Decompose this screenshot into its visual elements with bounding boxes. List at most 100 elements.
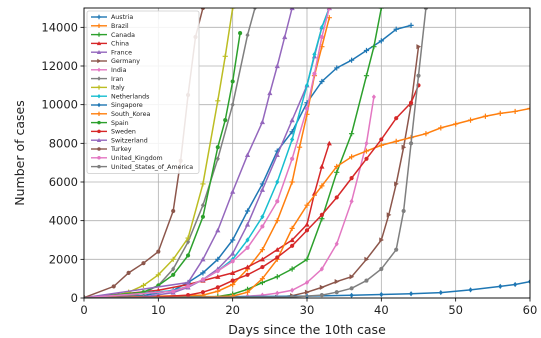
data-point [244,264,251,270]
legend-entry: France [91,49,132,56]
data-point [319,212,324,217]
legend-label: Netherlands [111,93,149,100]
data-point [245,32,250,38]
series-line [84,8,331,298]
data-point [267,90,273,96]
data-point [416,44,422,50]
data-point [215,285,220,290]
data-point [171,289,176,294]
legend-label: Brazil [111,23,129,30]
data-point [252,8,258,11]
data-point [304,221,310,227]
data-point [319,24,324,30]
legend-entry: Turkey [91,146,132,153]
legend-marker [96,138,102,142]
data-point [215,256,221,262]
data-point [364,140,369,146]
legend-marker [96,50,102,54]
data-point [275,199,280,204]
legend-marker [97,147,101,151]
legend-label: Germany [111,58,140,65]
legend-label: Sweden [111,129,136,136]
data-point [512,108,518,115]
data-point [200,202,206,208]
legend-entry: Canada [91,32,135,39]
data-point [312,71,317,76]
data-point [363,148,370,154]
legend-entry: Sweden [91,129,136,136]
data-point [349,131,355,137]
legend-marker [97,67,101,72]
data-point [467,117,474,123]
series-line [84,8,427,298]
data-point [200,290,206,295]
data-point [245,245,250,250]
legend-label: Italy [111,85,125,92]
data-point [200,181,206,187]
legend-marker [96,111,102,116]
data-point [513,281,518,288]
data-point [334,278,340,285]
data-point [379,266,384,272]
data-point [290,136,295,143]
x-tick-label: 50 [448,303,463,317]
data-point [290,156,295,161]
data-point [230,281,236,288]
data-point [200,270,206,276]
data-point [223,118,228,123]
data-point [304,106,310,111]
data-point [438,289,443,296]
y-tick-label: 6000 [49,175,78,189]
data-point [334,169,340,175]
legend-marker [96,85,102,90]
data-point [260,214,265,220]
data-point [304,289,310,295]
data-point [171,266,176,272]
data-point [274,63,280,69]
legend-label: Austria [111,14,133,21]
data-point [171,208,176,214]
data-point [185,279,191,285]
data-point [349,292,354,298]
data-point [423,131,429,137]
legend-entry: Austria [91,14,133,21]
data-point [312,51,317,57]
data-point [394,247,399,252]
data-point [401,144,407,150]
legend-marker [97,76,101,81]
legend-label: United_States_of_America [111,164,193,171]
legend-label: India [111,67,127,74]
data-point [274,274,280,280]
y-tick-label: 14000 [41,20,78,34]
legend-label: Switzerland [111,137,148,144]
data-point [319,78,325,85]
data-point [319,284,325,290]
data-point [289,266,295,272]
data-point [171,272,176,277]
data-point [304,279,310,286]
data-point [275,255,280,260]
series-line [84,33,241,298]
data-point [401,208,406,214]
data-point [296,144,303,150]
data-point [260,224,265,229]
legend-marker [97,94,101,99]
x-tick-label: 20 [225,303,240,317]
data-point [371,94,376,100]
legend-label: Spain [111,120,129,127]
data-point [230,250,236,256]
data-point [244,152,251,158]
legend-entry: Iran [91,76,123,83]
data-point [408,291,414,297]
data-point [230,8,236,11]
data-point [319,266,324,272]
legend-marker [97,58,102,64]
data-point [319,183,325,189]
data-point [200,8,206,11]
data-point [378,142,384,148]
data-point [155,272,161,278]
x-tick-label: 40 [374,303,389,317]
data-point [423,8,429,11]
data-point [290,287,295,293]
